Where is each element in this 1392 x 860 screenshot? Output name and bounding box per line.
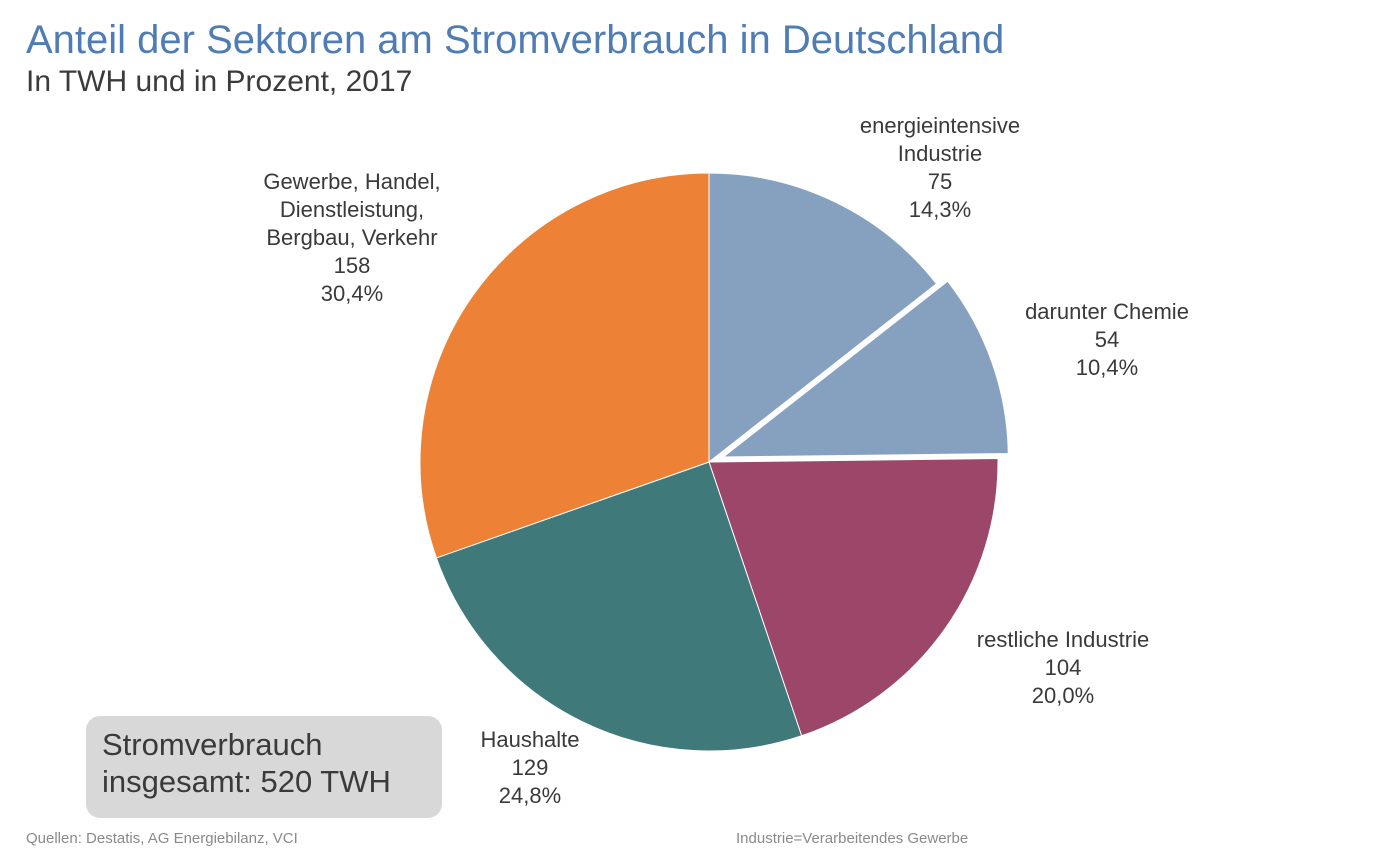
label-energieintensive-industrie: energieintensive Industrie 75 14,3% [860, 112, 1020, 224]
slice-darunter-chemie [718, 278, 1011, 460]
label-line: Haushalte [480, 727, 580, 752]
label-restliche-industrie: restliche Industrie 104 20,0% [977, 626, 1149, 710]
label-line: Gewerbe, Handel, [263, 169, 441, 194]
label-line: Bergbau, Verkehr [266, 225, 438, 250]
chart-subtitle: In TWH und in Prozent, 2017 [26, 65, 413, 98]
label-percent: 10,4% [1075, 355, 1139, 380]
label-value: 129 [511, 755, 549, 780]
label-percent: 14,3% [908, 197, 972, 222]
slice-gewerbe-handel [419, 172, 710, 559]
label-line: energieintensive [859, 113, 1021, 138]
total-line-1: Stromverbrauch [102, 727, 323, 762]
slice-energieintensive-industrie [708, 172, 937, 463]
label-value: 54 [1094, 327, 1120, 352]
label-value: 75 [927, 169, 953, 194]
total-line-2: insgesamt: 520 TWH [102, 764, 391, 799]
industry-definition-note: Industrie=Verarbeitendes Gewerbe [736, 830, 969, 847]
label-line: Industrie [897, 141, 983, 166]
label-value: 158 [333, 253, 371, 278]
label-line: darunter Chemie [1025, 299, 1189, 324]
label-percent: 24,8% [498, 783, 562, 808]
chart-title: Anteil der Sektoren am Stromverbrauch in… [26, 18, 1005, 62]
sources-note: Quellen: Destatis, AG Energiebilanz, VCI [26, 830, 298, 847]
label-value: 104 [1044, 655, 1082, 680]
slice-restliche-industrie [708, 458, 999, 737]
label-gewerbe-handel: Gewerbe, Handel, Dienstleistung, Bergbau… [263, 168, 440, 308]
total-consumption-box: Stromverbrauch insgesamt: 520 TWH [86, 716, 442, 818]
label-haushalte: Haushalte 129 24,8% [480, 726, 579, 810]
slice-haushalte [435, 461, 803, 752]
label-line: Dienstleistung, [279, 197, 425, 222]
label-percent: 20,0% [1031, 683, 1095, 708]
label-percent: 30,4% [320, 281, 384, 306]
label-darunter-chemie: darunter Chemie 54 10,4% [1025, 298, 1189, 382]
label-line: restliche Industrie [976, 627, 1150, 652]
